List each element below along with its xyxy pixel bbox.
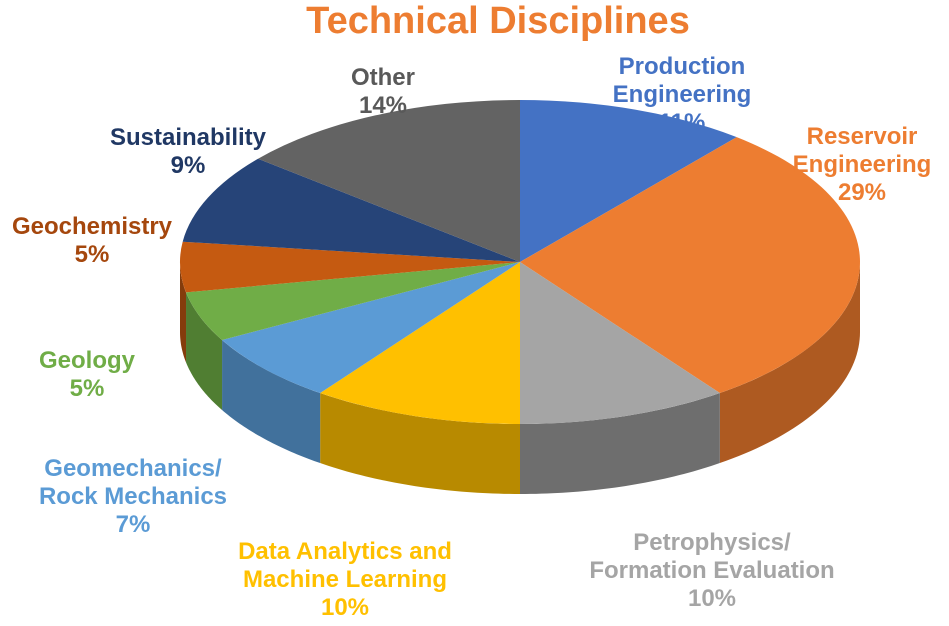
- slice-percent: 11%: [659, 109, 706, 136]
- pie-slice-production-engineering: [520, 100, 737, 262]
- pie-slice-geochemistry: [179, 241, 521, 293]
- slice-label-petrophysics-formation-evaluation: Petrophysics/Formation Evaluation 10%: [589, 529, 834, 612]
- pie-side-petrophysics-formation-evaluation: [520, 393, 720, 494]
- pie-side-geology: [186, 292, 223, 411]
- slice-percent: 14%: [359, 92, 407, 119]
- slice-label-line: Other: [351, 64, 415, 91]
- pie-side-geomechanics-rock-mechanics: [222, 340, 321, 464]
- pie-slice-reservoir-engineering: [520, 137, 860, 394]
- slice-label-reservoir-engineering: Reservoir Engineering 29%: [793, 123, 932, 206]
- slice-label-line: Sustainability: [110, 124, 267, 151]
- slice-label-geology: Geology 5%: [39, 347, 136, 402]
- pie-side-reservoir-engineering: [719, 262, 860, 464]
- pie-slice-sustainability: [182, 158, 520, 262]
- slice-label-geomechanics-rock-mechanics: Geomechanics/Rock Mechanics 7%: [39, 455, 227, 538]
- slice-label-sustainability: Sustainability 9%: [110, 124, 267, 179]
- slice-label-line: Production: [619, 53, 746, 80]
- pie-slice-geomechanics-rock-mechanics: [222, 262, 520, 394]
- slice-percent: 29%: [838, 179, 886, 206]
- slice-label-data-analytics-and-machine-learning: Data Analytics and Machine Learning 10%: [238, 538, 452, 621]
- slice-percent: 5%: [75, 241, 110, 268]
- pie-side-geochemistry: [180, 262, 187, 363]
- slice-label-line: Data Analytics and: [238, 538, 452, 565]
- slice-label-line: Formation Evaluation: [589, 557, 834, 584]
- pie-slice-geology: [186, 262, 520, 341]
- slice-label-line: Engineering: [613, 81, 752, 108]
- slice-percent: 9%: [171, 152, 206, 179]
- slice-label-line: Reservoir: [807, 123, 918, 150]
- slice-label-line: Geology: [39, 347, 136, 374]
- pie-tops: [179, 100, 860, 424]
- slice-label-line: Rock Mechanics: [39, 483, 227, 510]
- slice-label-line: Engineering: [793, 151, 932, 178]
- pie-labels: Production Engineering 11%Reservoir Enginee…: [12, 53, 931, 621]
- slice-label-other: Other 14%: [351, 64, 415, 119]
- slice-label-geochemistry: Geochemistry 5%: [12, 213, 173, 268]
- slice-percent: 5%: [70, 375, 105, 402]
- slice-percent: 10%: [688, 585, 736, 612]
- slice-label-production-engineering: Production Engineering 11%: [613, 53, 752, 136]
- slice-label-line: Machine Learning: [243, 566, 447, 593]
- pie-slice-other: [258, 100, 520, 262]
- slice-percent: 7%: [116, 511, 151, 538]
- pie-slice-petrophysics-formation-evaluation: [520, 262, 720, 424]
- slice-label-line: Geochemistry: [12, 213, 173, 240]
- chart-title: Technical Disciplines: [306, 0, 690, 42]
- slice-percent: 10%: [321, 594, 369, 621]
- slice-label-line: Geomechanics/: [44, 455, 222, 482]
- pie-slice-data-analytics-and-machine-learning: [320, 262, 520, 424]
- pie-sides: [180, 262, 860, 494]
- slice-label-line: Petrophysics/: [633, 529, 791, 556]
- pie-side-data-analytics-and-machine-learning: [320, 393, 520, 494]
